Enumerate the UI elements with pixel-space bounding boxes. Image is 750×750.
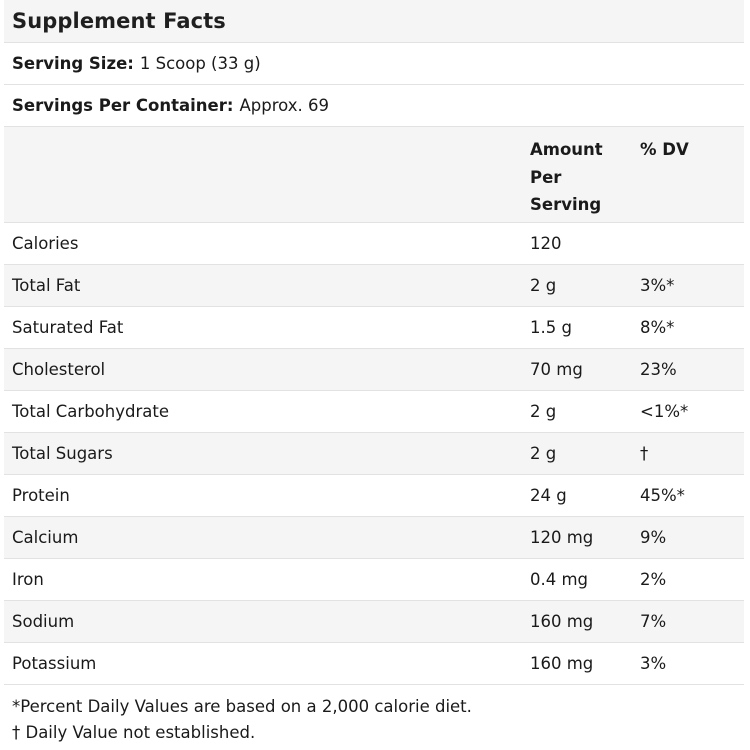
nutrient-dv: <1%*: [640, 402, 689, 421]
nutrient-dv: 3%: [640, 654, 667, 673]
footnote-daily-value-basis: *Percent Daily Values are based on a 2,0…: [12, 697, 472, 716]
nutrient-dv: 7%: [640, 612, 667, 631]
footnotes: *Percent Daily Values are based on a 2,0…: [4, 685, 744, 746]
nutrient-name: Iron: [12, 570, 44, 589]
table-row: Saturated Fat 1.5 g 8%*: [4, 307, 744, 349]
nutrient-dv: 3%*: [640, 276, 675, 295]
servings-per-container-value: Approx. 69: [239, 96, 329, 115]
nutrient-name: Cholesterol: [12, 360, 106, 379]
servings-per-container-row: Servings Per Container: Approx. 69: [4, 85, 744, 127]
serving-size-value: 1 Scoop (33 g): [139, 54, 261, 73]
table-row: Iron 0.4 mg 2%: [4, 559, 744, 601]
servings-per-container-label: Servings Per Container:: [12, 96, 234, 115]
nutrient-name: Protein: [12, 486, 70, 505]
nutrient-amount: 160 mg: [530, 654, 594, 673]
table-row: Total Sugars 2 g †: [4, 433, 744, 475]
nutrient-amount: 120 mg: [530, 528, 594, 547]
table-row: Total Carbohydrate 2 g <1%*: [4, 391, 744, 433]
nutrient-dv: 2%: [640, 570, 667, 589]
table-row: Protein 24 g 45%*: [4, 475, 744, 517]
panel-title: Supplement Facts: [12, 9, 226, 33]
nutrient-amount: 2 g: [530, 276, 557, 295]
nutrient-name: Sodium: [12, 612, 75, 631]
footnote-not-established: † Daily Value not established.: [12, 723, 256, 742]
serving-size-row: Serving Size: 1 Scoop (33 g): [4, 43, 744, 85]
nutrient-amount: 2 g: [530, 402, 557, 421]
amount-column-header: Amount Per Serving: [530, 140, 603, 214]
nutrient-dv: 9%: [640, 528, 667, 547]
nutrient-name: Saturated Fat: [12, 318, 124, 337]
table-row: Sodium 160 mg 7%: [4, 601, 744, 643]
nutrient-amount: 160 mg: [530, 612, 594, 631]
title-bar: Supplement Facts: [4, 0, 744, 43]
nutrient-amount: 120: [530, 234, 562, 253]
nutrient-name: Calcium: [12, 528, 79, 547]
nutrient-dv: 45%*: [640, 486, 685, 505]
nutrient-dv: 8%*: [640, 318, 675, 337]
table-row: Calcium 120 mg 9%: [4, 517, 744, 559]
serving-size-label: Serving Size:: [12, 54, 134, 73]
column-header-row: Amount Per Serving % DV: [4, 127, 744, 223]
nutrient-name: Potassium: [12, 654, 97, 673]
table-row: Potassium 160 mg 3%: [4, 643, 744, 685]
table-row: Total Fat 2 g 3%*: [4, 265, 744, 307]
nutrient-dv: 23%: [640, 360, 677, 379]
dv-column-header: % DV: [640, 140, 689, 159]
nutrient-name: Total Carbohydrate: [12, 402, 169, 421]
nutrient-amount: 1.5 g: [530, 318, 572, 337]
nutrient-amount: 70 mg: [530, 360, 583, 379]
table-row: Cholesterol 70 mg 23%: [4, 349, 744, 391]
nutrient-dv: †: [640, 444, 649, 463]
nutrient-name: Total Sugars: [12, 444, 113, 463]
nutrient-amount: 2 g: [530, 444, 557, 463]
nutrient-name: Total Fat: [12, 276, 81, 295]
nutrient-table-body: Calories 120 Total Fat 2 g 3%* Saturated…: [4, 223, 744, 685]
nutrient-amount: 0.4 mg: [530, 570, 589, 589]
supplement-facts-panel: Supplement Facts Serving Size: 1 Scoop (…: [4, 0, 744, 750]
table-row: Calories 120: [4, 223, 744, 265]
nutrient-name: Calories: [12, 234, 79, 253]
nutrient-amount: 24 g: [530, 486, 567, 505]
